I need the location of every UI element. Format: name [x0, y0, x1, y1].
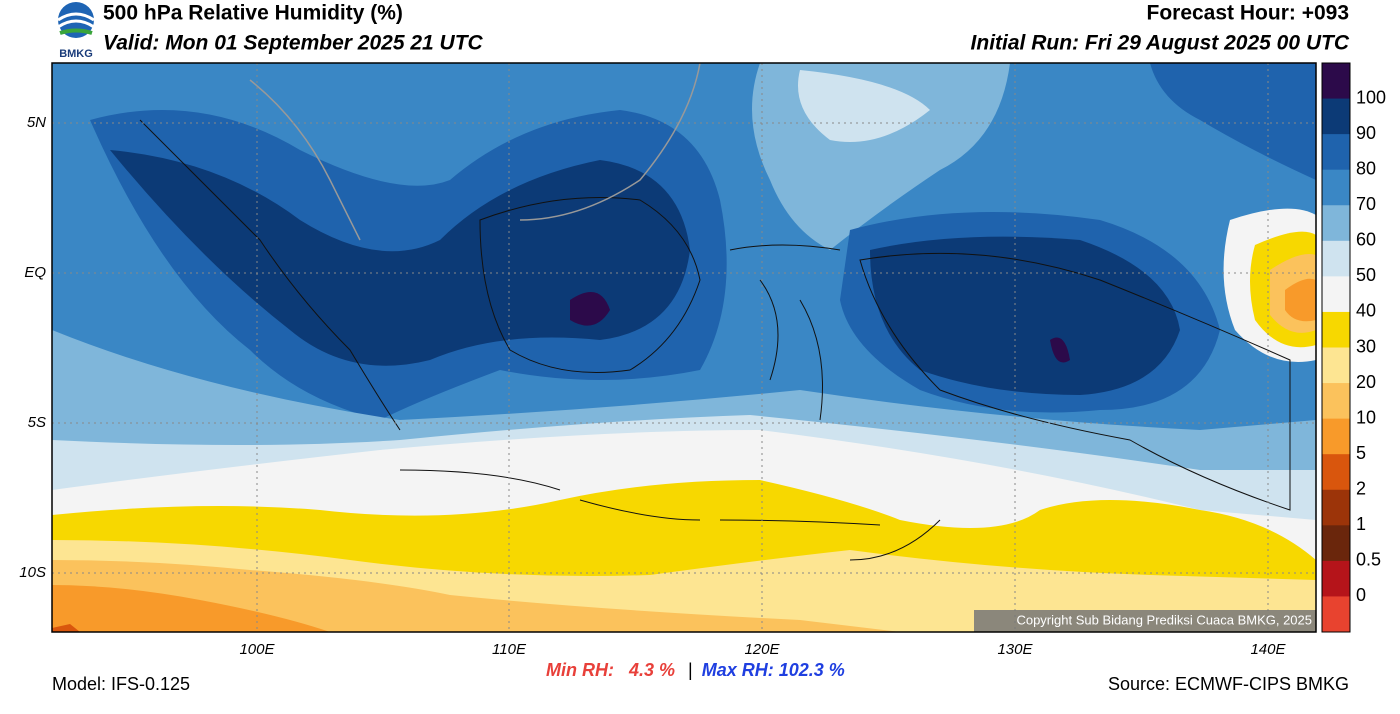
colorbar-swatch	[1322, 98, 1350, 135]
logo-text: BMKG	[59, 48, 93, 60]
source: Source: ECMWF-CIPS BMKG	[1108, 674, 1349, 694]
colorbar-frame	[1321, 62, 1351, 633]
colorbar-label: 40	[1356, 301, 1376, 321]
colorbar-swatch	[1322, 276, 1350, 313]
colorbar-label: 100	[1356, 87, 1386, 107]
logo: BMKG	[57, 2, 95, 60]
colorbar-label: 10	[1356, 407, 1376, 427]
colorbar-swatch	[1322, 418, 1350, 455]
lat-label: 10S	[19, 564, 46, 581]
colorbar-label: 0.5	[1356, 550, 1381, 570]
colorbar-label: 1	[1356, 514, 1366, 534]
colorbar-swatch	[1322, 347, 1350, 384]
coastlines	[139, 119, 1291, 561]
axis-labels: 5N EQ 5S 10S 100E 110E 120E 130E 140E	[19, 114, 1286, 658]
colorbar-swatch	[1322, 134, 1350, 171]
lon-label: 140E	[1250, 641, 1286, 658]
colorbar-swatch	[1322, 596, 1350, 633]
lat-label: 5S	[28, 414, 46, 431]
colorbar-swatch	[1322, 489, 1350, 526]
map-frame	[51, 62, 1317, 633]
colorbar-swatch	[1322, 63, 1350, 100]
copyright: Copyright Sub Bidang Prediksi Cuaca BMKG…	[1016, 612, 1312, 627]
colorbar-label: 20	[1356, 372, 1376, 392]
forecast-hour: Forecast Hour: +093	[1147, 2, 1350, 25]
colorbar: 100 90 80 70 60 50 40 30 20 10 5 2 1 0.5 0	[1321, 62, 1386, 633]
colorbar-label: 80	[1356, 158, 1376, 178]
lon-label: 120E	[744, 641, 780, 658]
colorbar-swatch	[1322, 525, 1350, 562]
valid-time: Valid: Mon 01 September 2025 21 UTC	[103, 32, 484, 55]
lat-label: 5N	[27, 114, 46, 131]
colorbar-swatch	[1322, 311, 1350, 348]
min-rh-value: 4.3 %	[628, 660, 675, 680]
title: 500 hPa Relative Humidity (%)	[103, 2, 403, 25]
min-rh-label: Min RH:	[546, 660, 614, 680]
colorbar-label: 50	[1356, 265, 1376, 285]
colorbar-label: 60	[1356, 230, 1376, 250]
initial-run: Initial Run: Fri 29 August 2025 00 UTC	[971, 32, 1350, 55]
colorbar-label: 70	[1356, 194, 1376, 214]
model: Model: IFS-0.125	[52, 674, 190, 694]
colorbar-swatch	[1322, 169, 1350, 206]
colorbar-swatch	[1322, 560, 1350, 597]
colorbar-swatch	[1322, 240, 1350, 277]
colorbar-label: 30	[1356, 336, 1376, 356]
colorbar-label: 2	[1356, 479, 1366, 499]
lon-label: 110E	[492, 641, 527, 658]
colorbar-swatch	[1322, 383, 1350, 420]
colorbar-label: 5	[1356, 443, 1366, 463]
graticule	[52, 63, 1316, 632]
min-max: Min RH: 4.3 % | Max RH: 102.3 %	[546, 660, 845, 680]
colorbar-label: 0	[1356, 585, 1366, 605]
colorbar-swatch	[1322, 454, 1350, 491]
max-rh: Max RH: 102.3 %	[702, 660, 845, 680]
colorbar-label: 90	[1356, 123, 1376, 143]
lon-label: 100E	[239, 641, 275, 658]
colorbar-swatch	[1322, 205, 1350, 242]
humidity-field: Copyright Sub Bidang Prediksi Cuaca BMKG…	[52, 63, 1316, 632]
separator: |	[688, 660, 693, 680]
lat-label: EQ	[24, 264, 46, 281]
lon-label: 130E	[997, 641, 1033, 658]
